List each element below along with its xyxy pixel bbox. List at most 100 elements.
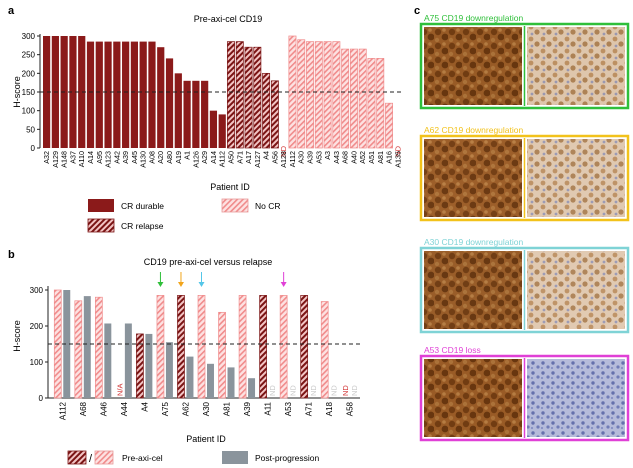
legend-b-post-swatch: [222, 451, 248, 464]
chart-b-xtick-label: A44: [120, 401, 129, 416]
chart-b-pre-bar: [95, 296, 103, 399]
legend-cr-relapse-swatch: [87, 218, 115, 233]
chart-a-bar: [104, 41, 112, 148]
chart-b-xtick-label: A53: [284, 401, 293, 416]
chart-b-xtick-label: A58: [346, 401, 355, 416]
panel-c-ihc-image-left: [424, 27, 522, 105]
chart-a-xtick-label: A14: [209, 151, 218, 164]
chart-b-post-bar: [83, 296, 91, 398]
chart-a-ylabel: H-score: [12, 76, 22, 108]
chart-a-xtick-label: A128: [279, 151, 288, 168]
chart-a-bar: [43, 36, 51, 148]
panel-c-ihc-image-left: [424, 359, 522, 437]
panel-c-ihc-image-left: [424, 251, 522, 329]
chart-a-ytick-label: 200: [22, 69, 36, 78]
chart-b-arrowhead-orange: [177, 282, 184, 287]
panel-c-ihc-tint-right: [527, 251, 625, 329]
chart-a-xtick-label: A14: [86, 151, 95, 164]
chart-a-xtick-label: A45: [130, 151, 139, 164]
chart-a-ytick-label: 50: [26, 125, 35, 134]
legend-b: / Pre-axi-cel Post-progression: [67, 450, 320, 465]
chart-a-xtick-label: A4: [262, 151, 271, 160]
chart-a-bar: [130, 41, 139, 148]
chart-a-bar: [367, 58, 376, 149]
chart-a-xtick-label: A52: [358, 151, 367, 164]
chart-b-post-bar: [165, 342, 173, 398]
chart-b-xtick-label: A30: [202, 401, 211, 416]
chart-a-xtick-label: A110: [77, 151, 86, 167]
chart-a-bar: [192, 80, 200, 148]
chart-b-xtick-label: A62: [181, 401, 190, 416]
legend-b-post-label: Post-progression: [255, 453, 320, 463]
chart-b-nd-label: ND: [341, 385, 350, 396]
chart-a-bar: [244, 46, 253, 149]
panel-c-frame: [419, 134, 630, 222]
chart-b-xlabel: Patient ID: [186, 434, 226, 444]
chart-b-xtick-label: A4: [140, 401, 149, 411]
legend-cr-relapse-label: CR relapse: [121, 221, 164, 231]
chart-b-pre-bar: [177, 295, 185, 399]
chart-a-xtick-label: A68: [341, 151, 350, 164]
chart-b-post-nd-label: ND: [309, 385, 318, 396]
chart-a-title: Pre-axi-cel CD19: [194, 14, 263, 24]
chart-b-pre-bar: [300, 295, 309, 399]
chart-a-xtick-label: A126: [191, 151, 200, 168]
panel-b-label: b: [8, 249, 15, 261]
chart-b-xtick-label: A18: [325, 401, 334, 416]
chart-b-post-nd-label: ND: [330, 385, 339, 396]
panel-c-ihc-image-right: [527, 359, 625, 437]
chart-a-bar: [385, 102, 393, 149]
legend-b-slash: /: [89, 453, 93, 465]
chart-b-xtick-label: A71: [305, 401, 314, 416]
chart-a-bar: [209, 110, 218, 148]
chart-b-post-bar: [207, 363, 214, 398]
chart-a-ytick-label: 300: [22, 32, 36, 41]
chart-a-bar: [297, 39, 306, 149]
chart-b-pre-bar: [74, 300, 83, 399]
chart-b-post-nd-label: ND: [268, 385, 277, 396]
chart-a-xtick-label: A39: [121, 151, 130, 164]
chart-b-arrowhead-green: [157, 282, 164, 287]
chart-a-xtick-label: A80: [165, 151, 174, 164]
chart-a-xtick-label: A39: [306, 151, 315, 164]
chart-a-nd-label: ND: [279, 145, 288, 156]
chart-b-pre-bar: [238, 295, 247, 399]
chart-a-bar: [323, 41, 332, 149]
panel-c-row-title: A62 CD19 downregulation: [424, 125, 524, 135]
chart-a-xtick-label: A127: [253, 151, 262, 168]
panel-c-ihc-tint-left: [424, 251, 522, 329]
chart-a-bar: [113, 41, 121, 148]
legend-b-nocr-swatch: [94, 450, 114, 465]
chart-b-pre-bar: [320, 301, 329, 399]
chart-a-bar: [235, 41, 244, 149]
panel-c-frame: [419, 246, 630, 334]
panel-c-ihc-tint-left: [424, 359, 522, 437]
chart-b-post-bar: [145, 333, 153, 398]
chart-a-bar: [262, 72, 271, 149]
chart-a-bar: [165, 58, 174, 148]
legend-cr-durable-label: CR durable: [121, 201, 164, 211]
chart-a-xtick-label: A71: [235, 151, 244, 164]
chart-b-xtick-label: A11: [264, 401, 273, 415]
panel-c-ihc-tint-right: [527, 359, 625, 437]
panel-c-row-title: A53 CD19 loss: [424, 345, 481, 355]
chart-a-bar: [78, 36, 86, 148]
chart-b-xtick-label: A75: [161, 401, 170, 416]
chart-a-bar: [227, 41, 235, 149]
chart-b-post-bar: [227, 367, 235, 398]
panel-c-ihc-image-right: [527, 27, 625, 105]
chart-a-xtick-label: A112: [218, 151, 227, 167]
chart-b-xtick-label: A39: [243, 401, 252, 416]
chart-b-pre-vs-relapse: CD19 pre-axi-cel versus relapse H-score …: [12, 257, 360, 444]
chart-b-pre-bar: [156, 295, 165, 399]
chart-a-xtick-label: A29: [200, 151, 209, 164]
chart-b-xtick-label: A112: [58, 401, 67, 420]
chart-a-xtick-label: A16: [385, 151, 394, 164]
chart-a-bar: [349, 48, 358, 149]
chart-a-ytick-label: 100: [22, 107, 36, 116]
panel-c-ihc-images: A75 CD19 downregulation A62 CD19 downregu…: [419, 13, 630, 442]
chart-a-xtick-label: A95: [95, 151, 104, 164]
chart-a-bar: [218, 114, 226, 148]
chart-b-arrowhead-magenta: [280, 282, 287, 287]
